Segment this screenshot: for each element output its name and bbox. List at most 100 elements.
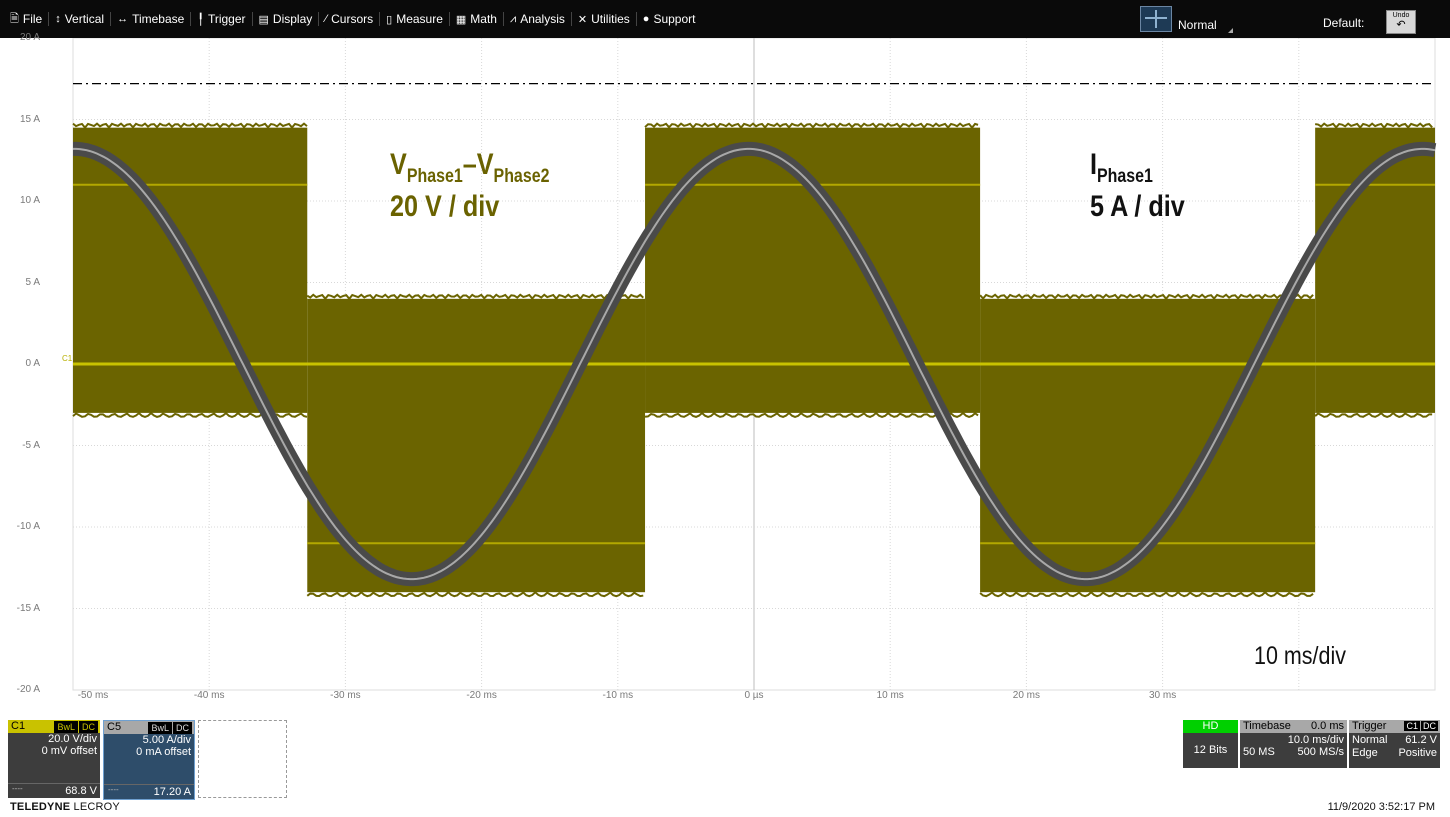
cursors-icon: ⁄ <box>325 13 328 25</box>
c1-offset: 0 mV offset <box>41 745 97 757</box>
menu-item-label: Analysis <box>520 12 565 26</box>
c1-envelope-bottom-edge <box>1314 411 1433 418</box>
y-tick-label: 0 A <box>25 358 40 369</box>
c1-envelope-bottom-edge <box>306 590 644 598</box>
menu-item-support[interactable]: ● Support <box>637 12 702 26</box>
menu-item-trigger[interactable]: ╿ Trigger <box>191 12 253 26</box>
voltage-annotation-scale: 20 V / div <box>390 190 500 223</box>
timebase-label: Timebase <box>1243 720 1291 732</box>
c1-ground-marker[interactable]: C1 <box>62 354 73 363</box>
menu-item-utilities[interactable]: ✕ Utilities <box>572 12 637 26</box>
y-tick-label: -15 A <box>16 602 40 614</box>
c5-coupling-badge: DC <box>173 722 192 734</box>
vertical-icon: ↕ <box>55 13 61 25</box>
c5-name: C5 <box>107 721 122 733</box>
y-tick-label: 5 A <box>25 276 40 288</box>
c1-envelope-top-edge <box>1315 122 1433 130</box>
timebase-rate: 500 MS/s <box>1297 746 1344 758</box>
menu-item-label: Display <box>272 12 313 26</box>
menu-item-measure[interactable]: ▯ Measure <box>380 12 450 26</box>
trigger-type: Edge <box>1352 747 1378 759</box>
c1-envelope-bottom-edge <box>644 411 979 418</box>
c5-scale: 5.00 A/div <box>142 734 191 746</box>
hd-bits: 12 Bits <box>1193 744 1228 756</box>
timebase-samples: 50 MS <box>1243 746 1275 758</box>
menu-item-label: Timebase <box>132 12 185 26</box>
menu-item-label: File <box>22 12 43 26</box>
menu-item-label: Utilities <box>591 12 630 26</box>
c1-bwl-badge: BwL <box>54 721 78 733</box>
display-icon: ▤ <box>258 13 269 26</box>
x-tick-label: -10 ms <box>602 690 634 701</box>
c1-envelope-top-edge <box>72 122 308 130</box>
undo-label: Undo <box>1392 12 1410 19</box>
current-annotation-scale: 5 A / div <box>1090 190 1185 223</box>
c1-scale: 20.0 V/div <box>48 733 97 745</box>
menu-item-math[interactable]: ▦ Math <box>450 12 504 26</box>
menu-item-label: Support <box>653 12 696 26</box>
c1-channel-descriptor[interactable]: C1 BwL DC 20.0 V/div 0 mV offset ---- 68.8… <box>8 720 100 798</box>
menu-item-vertical[interactable]: ↕ Vertical <box>49 12 112 26</box>
y-tick-label: -5 A <box>22 439 40 451</box>
undo-button[interactable]: Undo ↶ <box>1386 10 1416 34</box>
current-annotation-title: IPhase1 <box>1090 148 1153 187</box>
voltage-annotation-title: VPhase1–VPhase2 <box>390 148 550 187</box>
status-corner-indicator <box>1228 28 1233 33</box>
timebase-icon: ↔ <box>117 13 129 25</box>
x-tick-label: -30 ms <box>330 690 361 701</box>
c1-envelope-top-edge <box>306 293 644 301</box>
x-tick-label: 0 µs <box>744 690 764 701</box>
x-tick-label: -40 ms <box>193 690 225 701</box>
timebase-scale: 10.0 ms/div <box>1287 734 1344 746</box>
y-tick-label: 10 A <box>19 195 40 206</box>
waveform-grid[interactable] <box>0 38 1450 718</box>
math-icon: ▦ <box>455 13 467 26</box>
c5-waveform-layer <box>69 141 1439 587</box>
default-setup-label[interactable]: Default: <box>1323 16 1365 30</box>
x-tick-label: -50 ms <box>77 690 109 701</box>
timebase-annotation: 10 ms/div <box>1254 642 1347 670</box>
c1-envelope-top-edge <box>644 122 979 130</box>
c1-foot-label: ---- <box>12 784 23 793</box>
c5-offset: 0 mA offset <box>136 746 191 758</box>
menu-item-label: Vertical <box>64 12 105 26</box>
menu-item-analysis[interactable]: ⩘ Analysis <box>504 12 572 26</box>
c5-channel-descriptor[interactable]: C5 BwL DC 5.00 A/div 0 mA offset ---- 17.2… <box>103 720 195 800</box>
menu-item-display[interactable]: ▤ Display <box>253 12 320 26</box>
timebase-delay: 0.0 ms <box>1310 720 1344 732</box>
undo-arrow-icon: ↶ <box>1396 19 1406 31</box>
menu-item-label: Math <box>470 12 497 26</box>
menu-item-file[interactable]: 🗎 File <box>4 12 50 26</box>
menu-item-cursors[interactable]: ⁄ Cursors <box>319 12 381 26</box>
y-tick-label: -20 A <box>16 684 40 695</box>
hd-descriptor[interactable]: HD 12 Bits <box>1183 720 1238 768</box>
c5-foot-label: ---- <box>108 785 119 794</box>
x-tick-label: 10 ms <box>876 690 904 701</box>
y-tick-label: -10 A <box>16 521 40 532</box>
x-tick-label: 30 ms <box>1148 690 1177 701</box>
trigger-slope: Positive <box>1398 747 1437 759</box>
menu-items: 🗎 File ↕ Vertical ↔ Timebase ╿ Trigger ▤ Display ⁄… <box>4 12 701 26</box>
y-tick-label: 20 A <box>19 32 40 43</box>
trigger-level: 61.2 V <box>1405 734 1437 746</box>
c5-foot-value: 17.20 A <box>153 786 191 798</box>
trigger-source-badge: C1 <box>1404 721 1420 731</box>
c1-foot-value: 68.8 V <box>65 785 97 797</box>
hd-label: HD <box>1183 720 1238 733</box>
acquisition-status-thumbnail[interactable] <box>1140 6 1172 32</box>
trigger-status-label[interactable]: Normal <box>1178 18 1217 32</box>
trigger-descriptor[interactable]: Trigger C1 DC Normal 61.2 V Edge Positive <box>1349 720 1440 768</box>
empty-descriptor-slot[interactable] <box>198 720 287 798</box>
timebase-descriptor[interactable]: Timebase 0.0 ms 10.0 ms/div 50 MS 500 MS/s <box>1240 720 1347 768</box>
trigger-mode: Normal <box>1352 734 1388 746</box>
trigger-coupling-badge: DC <box>1421 721 1438 731</box>
file-icon: 🗎 <box>10 12 19 25</box>
c5-bwl-badge: BwL <box>148 722 172 734</box>
menu-item-timebase[interactable]: ↔ Timebase <box>111 12 192 26</box>
x-tick-label: 20 ms <box>1012 690 1040 701</box>
menu-item-label: Cursors <box>331 12 374 26</box>
c5-trace-center <box>73 147 1436 581</box>
brand-logo: TELEDYNE LECROY <box>10 801 120 813</box>
analysis-icon: ⩘ <box>509 12 517 25</box>
menu-bar: 🗎 File ↕ Vertical ↔ Timebase ╿ Trigger ▤ Display ⁄… <box>0 0 1450 38</box>
